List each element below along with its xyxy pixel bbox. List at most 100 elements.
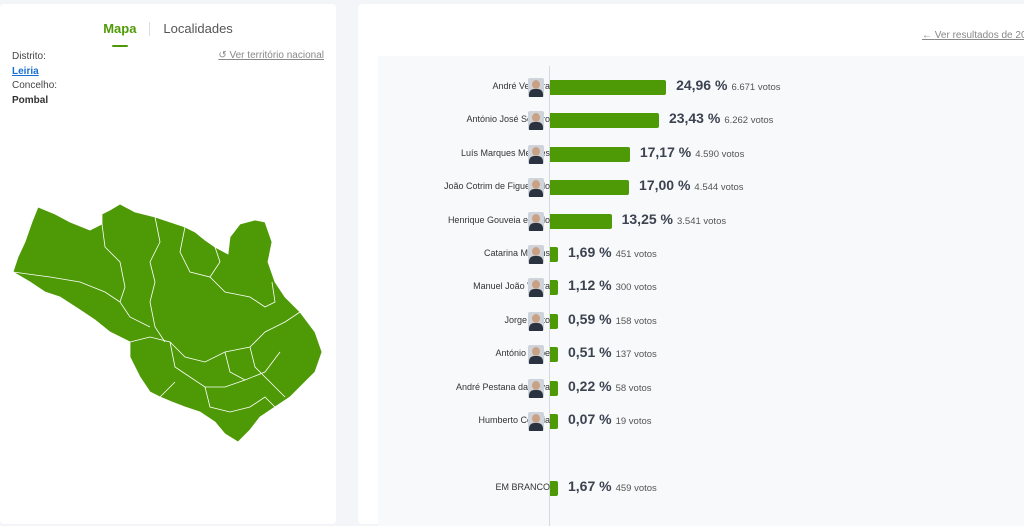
tab-mapa[interactable]: Mapa xyxy=(90,18,149,47)
map-panel: Mapa Localidades Distrito: Leiria Concel… xyxy=(0,4,336,524)
view-tabs: Mapa Localidades xyxy=(0,18,336,47)
candidate-row: André Ventura 24,96 % 6.671 votos xyxy=(378,76,1024,98)
candidate-row: André Pestana da Silva 0,22 % 58 votos xyxy=(378,377,1024,399)
candidate-photo xyxy=(528,278,544,298)
candidate-name: Jorge Pinto xyxy=(504,314,550,325)
municipality-value: Pombal xyxy=(12,94,49,106)
percent-text: 17,00 % xyxy=(639,177,691,194)
result-value: 0,51 % 137 votos xyxy=(568,344,657,360)
candidate-row: Henrique Gouveia e Melo 13,25 % 3.541 voto… xyxy=(378,210,1024,232)
arrow-left-icon: ← xyxy=(922,30,932,41)
percent-text: 0,07 % xyxy=(568,411,612,427)
votes-text: 451 votos xyxy=(615,249,657,260)
percent-text: 24,96 % xyxy=(676,77,728,93)
previous-results-link[interactable]: ← Ver resultados de 20 xyxy=(922,30,1024,41)
percent-text: 17,17 % xyxy=(639,143,692,160)
percent-text: 0,51 % xyxy=(568,344,612,361)
parish-borders xyxy=(12,216,301,413)
chart-axis xyxy=(549,66,550,526)
candidate-photo xyxy=(528,111,544,131)
national-territory-link[interactable]: ↺ Ver território nacional xyxy=(218,50,324,61)
candidate-photo xyxy=(528,178,544,198)
district-label: Distrito: xyxy=(12,51,46,62)
votes-text: 6.262 votos xyxy=(724,115,774,127)
candidate-row: António Filipe 0,51 % 137 votos xyxy=(378,343,1024,365)
result-bar xyxy=(550,80,667,95)
candidate-photo xyxy=(528,245,544,264)
result-bar xyxy=(550,414,558,429)
candidate-photo xyxy=(528,211,544,231)
percent-text: 1,67 % xyxy=(568,478,612,494)
percent-text: 0,22 % xyxy=(568,377,612,394)
votes-text: 3.541 votos xyxy=(676,215,727,227)
result-value: 24,96 % 6.671 votos xyxy=(676,77,781,93)
candidate-photo xyxy=(528,412,544,431)
percent-text: 1,69 % xyxy=(568,244,612,260)
tab-divider xyxy=(149,22,151,36)
result-value: 13,25 % 3.541 votos xyxy=(622,211,727,227)
candidate-name: André Ventura xyxy=(492,81,550,91)
municipality-label: Concelho: xyxy=(12,80,58,91)
candidate-name: Manuel João Vieira xyxy=(473,281,550,292)
municipality-shape[interactable] xyxy=(12,203,323,442)
result-value: 17,17 % 4.590 votos xyxy=(640,144,745,160)
result-value: 0,07 % 19 votos xyxy=(568,411,652,427)
previous-results-label: Ver resultados de 20 xyxy=(934,30,1024,41)
candidate-row: Manuel João Vieira 1,12 % 300 votos xyxy=(378,276,1024,298)
results-chart: André Ventura 24,96 % 6.671 votos António J… xyxy=(378,56,1024,526)
votes-text: 19 votos xyxy=(615,416,652,427)
votes-text: 158 votos xyxy=(615,315,657,327)
candidate-name: António Filipe xyxy=(495,348,550,359)
candidate-photo xyxy=(528,378,544,398)
candidate-name: Henrique Gouveia e Melo xyxy=(447,214,550,225)
candidate-photo xyxy=(528,78,544,97)
result-bar xyxy=(550,213,612,229)
votes-text: 300 votos xyxy=(615,282,657,294)
candidate-row: João Cotrim de Figueiredo 17,00 % 4.544 vo… xyxy=(378,176,1024,198)
candidate-photo xyxy=(528,144,544,164)
result-bar xyxy=(550,113,659,129)
candidate-name: João Cotrim de Figueiredo xyxy=(443,181,550,192)
parish-map[interactable] xyxy=(10,202,330,442)
result-bar xyxy=(550,280,558,296)
result-bar xyxy=(550,146,630,162)
tab-localidades[interactable]: Localidades xyxy=(163,21,233,36)
result-value: 23,43 % 6.262 votos xyxy=(669,110,774,126)
candidate-name: EM BRANCO xyxy=(495,482,550,492)
votes-text: 6.671 votos xyxy=(731,82,781,93)
result-bar xyxy=(550,180,630,196)
result-value: 1,67 % 459 votos xyxy=(568,478,657,494)
candidate-name: Humberto Correia xyxy=(478,415,550,425)
result-value: 1,69 % 451 votos xyxy=(568,244,657,260)
result-bar xyxy=(550,481,558,496)
result-value: 0,59 % 158 votos xyxy=(568,311,657,327)
percent-text: 23,43 % xyxy=(668,110,721,127)
votes-text: 459 votos xyxy=(615,483,657,494)
candidate-row: EM BRANCO 1,67 % 459 votos xyxy=(378,477,1024,499)
result-bar xyxy=(550,313,558,329)
candidate-row: António José Seguro 23,43 % 6.262 votos xyxy=(378,109,1024,131)
candidate-name: Catarina Martins xyxy=(483,248,550,258)
national-link-label: Ver território nacional xyxy=(229,50,325,61)
candidate-name: António José Seguro xyxy=(466,114,550,125)
candidate-name: André Pestana da Silva xyxy=(455,381,550,392)
votes-text: 58 votos xyxy=(615,382,652,394)
result-bar xyxy=(550,347,558,363)
votes-text: 4.590 votos xyxy=(695,148,745,160)
percent-text: 0,59 % xyxy=(568,310,612,327)
candidate-row: Jorge Pinto 0,59 %158 votos xyxy=(378,310,1024,332)
candidate-row: Humberto Correia 0,07 % 19 votos xyxy=(378,410,1024,432)
undo-icon: ↺ xyxy=(218,50,227,61)
candidate-row: Luís Marques Mendes 17,17 % 4.590 votos xyxy=(378,143,1024,165)
result-value: 0,22 % 58 votos xyxy=(568,378,652,394)
candidate-photo xyxy=(528,311,544,331)
result-bar xyxy=(550,247,558,262)
results-panel: ← Ver resultados de 20 André Ventura 24,9… xyxy=(358,4,1024,526)
votes-text: 4.544 votos xyxy=(694,182,744,194)
location-info: Distrito: Leiria Concelho: Pombal xyxy=(12,50,57,108)
district-link[interactable]: Leiria xyxy=(12,65,39,77)
percent-text: 1,12 % xyxy=(568,277,612,294)
result-value: 1,12 % 300 votos xyxy=(568,277,657,293)
votes-text: 137 votos xyxy=(615,349,657,361)
candidate-name: Luís Marques Mendes xyxy=(460,147,550,158)
